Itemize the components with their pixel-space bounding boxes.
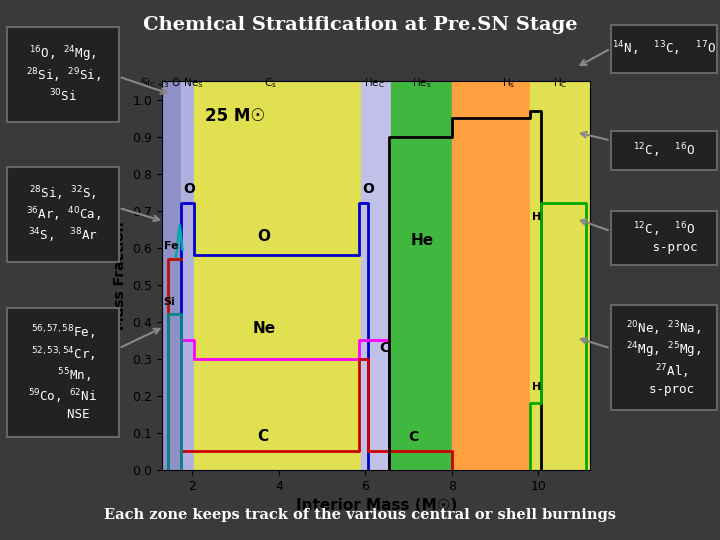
Bar <box>530 81 590 470</box>
Text: Chemical Stratification at Pre.SN Stage: Chemical Stratification at Pre.SN Stage <box>143 16 577 34</box>
Bar <box>392 81 452 470</box>
Text: Fe: Fe <box>163 241 179 251</box>
Text: $^{20}$Ne, $^{23}$Na,
$^{24}$Mg, $^{25}$Mg,
  $^{27}$Al,
  s-proc: $^{20}$Ne, $^{23}$Na, $^{24}$Mg, $^{25}$… <box>626 319 701 396</box>
Text: H: H <box>532 382 541 392</box>
Text: Ne: Ne <box>253 321 276 336</box>
Text: C: C <box>409 430 419 444</box>
Text: O: O <box>257 229 270 244</box>
Text: Each zone keeps track of the various central or shell burnings: Each zone keeps track of the various cen… <box>104 508 616 522</box>
Bar <box>361 81 392 470</box>
Text: $\rm C_s$: $\rm C_s$ <box>264 77 276 90</box>
Text: O: O <box>184 182 196 196</box>
Text: $\rm He_C$: $\rm He_C$ <box>364 77 385 90</box>
Bar <box>452 81 530 470</box>
Text: $^{12}$C,  $^{16}$O: $^{12}$C, $^{16}$O <box>633 141 695 160</box>
Text: $\rm H_C$: $\rm H_C$ <box>553 77 567 90</box>
Text: $^{28}$Si, $^{32}$S,
$^{36}$Ar, $^{40}$Ca,
$^{34}$S,  $^{38}$Ar: $^{28}$Si, $^{32}$S, $^{36}$Ar, $^{40}$C… <box>25 184 101 245</box>
Bar <box>162 81 181 470</box>
Text: C: C <box>379 341 390 355</box>
Text: C: C <box>257 429 269 444</box>
Text: H: H <box>532 212 541 222</box>
Text: 25 M☉: 25 M☉ <box>205 107 266 125</box>
Text: He: He <box>411 233 434 248</box>
Text: $\rm Si_{C+3}\ O\ Ne_S$: $\rm Si_{C+3}\ O\ Ne_S$ <box>140 77 204 90</box>
Y-axis label: Mass Fraction: Mass Fraction <box>113 221 127 330</box>
Text: $^{16}$O, $^{24}$Mg,
$^{28}$Si, $^{29}$Si,
$^{30}$Si: $^{16}$O, $^{24}$Mg, $^{28}$Si, $^{29}$S… <box>26 44 100 104</box>
Text: O: O <box>362 182 374 196</box>
Bar <box>194 81 361 470</box>
Text: $\rm He_s$: $\rm He_s$ <box>412 77 431 90</box>
Text: $^{14}$N,  $^{13}$C,  $^{17}$O: $^{14}$N, $^{13}$C, $^{17}$O <box>612 40 716 58</box>
Text: $\rm H_s$: $\rm H_s$ <box>502 77 515 90</box>
Bar <box>181 81 194 470</box>
Text: $^{12}$C,  $^{16}$O
   s-proc: $^{12}$C, $^{16}$O s-proc <box>630 221 698 254</box>
X-axis label: Interior Mass (M☉): Interior Mass (M☉) <box>296 498 456 513</box>
Text: Si: Si <box>163 297 176 307</box>
Text: $^{56,57,58}$Fe,
$^{52,53,54}$Cr,
   $^{55}$Mn,
$^{59}$Co, $^{62}$Ni
    NSE: $^{56,57,58}$Fe, $^{52,53,54}$Cr, $^{55}… <box>28 324 98 421</box>
